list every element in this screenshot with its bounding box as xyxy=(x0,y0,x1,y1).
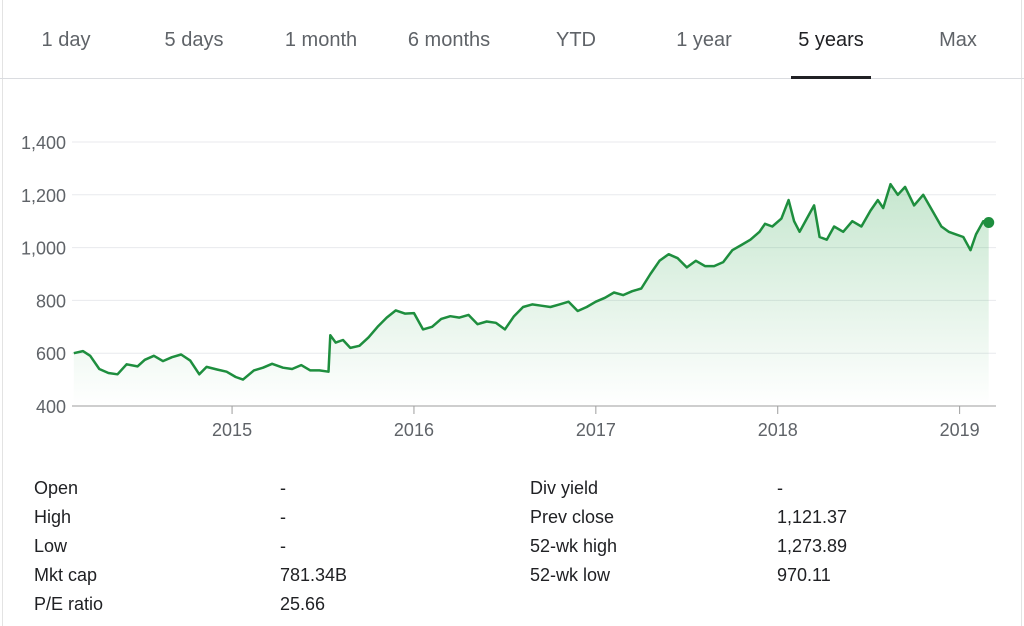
tab-5-days[interactable]: 5 days xyxy=(164,29,224,51)
stat-value-low: - xyxy=(280,536,286,556)
x-tick-label: 2015 xyxy=(212,420,252,440)
stat-value-52wk-low: 970.11 xyxy=(777,565,831,585)
stat-label-high: High xyxy=(34,507,72,527)
y-tick-label: 600 xyxy=(36,344,66,364)
stat-value-high: - xyxy=(280,507,286,527)
stat-label-div-yield: Div yield xyxy=(530,478,599,498)
stat-value-pe-ratio: 25.66 xyxy=(280,594,326,614)
stat-label-low: Low xyxy=(34,536,68,556)
tab-max[interactable]: Max xyxy=(939,29,977,51)
stat-value-52wk-high: 1,273.89 xyxy=(777,536,848,556)
stat-value-mkt-cap: 781.34B xyxy=(280,565,348,585)
y-tick-label: 400 xyxy=(36,397,66,417)
stat-value-div-yield: - xyxy=(777,478,783,498)
x-tick-label: 2019 xyxy=(940,420,980,440)
y-tick-label: 800 xyxy=(36,291,66,311)
stats-panel: Open - High - Low - Mkt cap 781.34B P/E … xyxy=(0,470,1024,626)
stat-label-open: Open xyxy=(34,478,79,498)
time-range-tabs: 1 day 5 days 1 month 6 months YTD 1 year… xyxy=(0,0,1024,79)
tab-5-years[interactable]: 5 years xyxy=(791,0,871,79)
y-tick-label: 1,400 xyxy=(21,133,66,153)
tab-1-day[interactable]: 1 day xyxy=(41,29,91,51)
price-chart: 400 600 800 1,000 1,200 1,400 2015 2016 2017 2018… xyxy=(21,133,996,440)
price-line xyxy=(73,182,989,381)
tab-6-months[interactable]: 6 months xyxy=(407,29,491,51)
stat-value-prev-close: 1,121.37 xyxy=(777,507,848,527)
stat-label-prev-close: Prev close xyxy=(530,507,615,527)
stat-label-mkt-cap: Mkt cap xyxy=(34,565,98,585)
tab-1-month[interactable]: 1 month xyxy=(284,29,358,51)
tab-ytd[interactable]: YTD xyxy=(556,29,596,51)
tab-1-year[interactable]: 1 year xyxy=(676,29,732,51)
y-tick-label: 1,200 xyxy=(21,186,66,206)
y-tick-label: 1,000 xyxy=(21,239,66,259)
stat-value-open: - xyxy=(280,478,286,498)
x-tick-label: 2018 xyxy=(758,420,798,440)
price-area-fill xyxy=(73,184,989,406)
stat-label-pe-ratio: P/E ratio xyxy=(34,594,104,614)
stat-label-52wk-high: 52-wk high xyxy=(530,536,618,556)
current-price-dot xyxy=(983,217,995,229)
stat-label-52wk-low: 52-wk low xyxy=(530,565,611,585)
x-tick-label: 2017 xyxy=(576,420,616,440)
x-tick-label: 2016 xyxy=(394,420,434,440)
